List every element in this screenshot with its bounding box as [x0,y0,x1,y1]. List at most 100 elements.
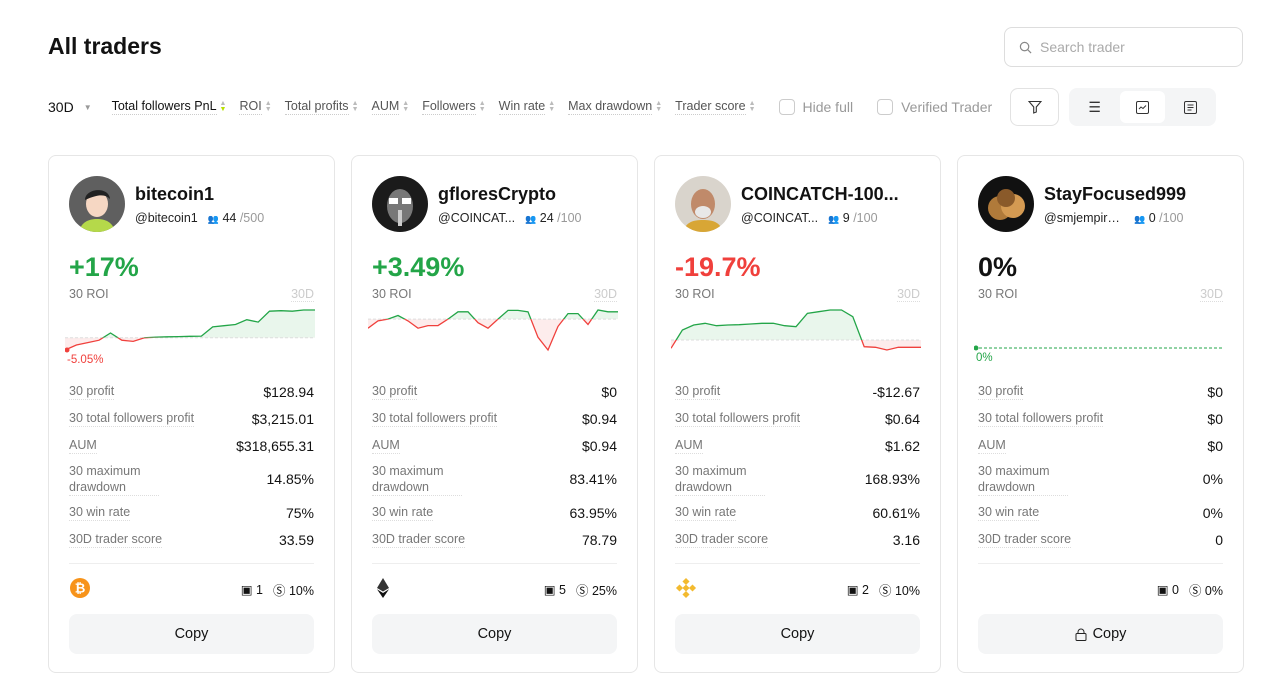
stat-row: 30 total followers profit $3,215.01 [69,405,314,432]
sort-1[interactable]: ROI ▲ ▼ [239,99,272,115]
stat-label: 30 maximum drawdown [675,463,765,496]
roi-sparkline: -5.05% [65,304,315,366]
sort-6[interactable]: Max drawdown ▲ ▼ [568,99,662,115]
trader-handle: @COINCAT... [438,210,516,225]
caret-down-icon: ▼ [83,102,92,112]
avatar[interactable] [372,176,428,232]
roi-label: 30 ROI [69,287,109,301]
stat-row: 30 total followers profit $0.94 [372,405,617,432]
view-toggle: ☰ [1069,88,1217,126]
sort-label: Followers [422,99,476,115]
filter-icon [1027,100,1042,114]
roi-label: 30 ROI [978,287,1018,301]
min-point [65,347,70,353]
trader-name[interactable]: StayFocused999 [1044,183,1187,204]
stat-row: AUM $318,655.31 [69,432,314,459]
stat-value: $0.94 [581,437,617,454]
followers-count: 👥 44 /500 [208,211,264,225]
trader-name[interactable]: bitecoin1 [135,183,215,204]
avatar[interactable] [978,176,1034,232]
users-icon: 👥 [207,213,219,224]
card-view-button[interactable] [1168,91,1213,123]
copy-button[interactable]: Copy [675,614,920,654]
stat-label: AUM [978,438,1006,454]
copy-label: Copy [174,626,209,642]
orders-value: 2 [862,582,869,597]
followers-value: 9 [842,210,850,225]
list-icon: ☰ [1088,98,1101,115]
hide-full-label: Hide full [802,99,854,115]
sort-arrows-icon: ▲ ▼ [351,100,359,113]
roi-line-positive [384,309,618,320]
stat-value: -$12.67 [872,383,920,400]
sort-3[interactable]: AUM ▲ ▼ [371,99,409,115]
period-label: 30D [1200,287,1223,302]
trader-card[interactable]: gfloresCrypto @COINCAT... 👥 24 /100 +3.4… [351,155,638,673]
trader-card[interactable]: StayFocused999 @smjempire... 👥 0 /100 0%… [957,155,1244,673]
followers-count: 👥 0 /100 [1134,211,1183,225]
roi-sparkline [671,304,921,366]
followers-max: /100 [1159,210,1184,225]
stat-value: 63.95% [569,504,617,521]
trader-card[interactable]: COINCATCH-100... @COINCAT... 👥 9 /100 -1… [654,155,941,673]
checkbox-box [877,99,894,115]
negative-area [671,340,921,350]
followers-count: 👥 9 /100 [828,211,877,225]
list-view-button[interactable]: ☰ [1072,91,1117,123]
stat-label: 30D trader score [69,532,163,548]
min-roi-label: 0% [976,352,993,364]
sort-7[interactable]: Trader score ▲ ▼ [675,99,756,115]
sort-label: Win rate [498,99,546,115]
orders-count: ▣ 1 [240,582,263,597]
roi-value: +3.49% [372,252,465,282]
hide-full-checkbox[interactable]: Hide full [778,99,854,115]
stat-row: AUM $0 [978,432,1223,459]
chart-view-button[interactable] [1120,91,1166,123]
stat-label: AUM [675,438,703,454]
orders-count: ▣ 2 [846,582,869,597]
stat-value: 3.16 [892,531,920,548]
min-roi-label: -5.05% [67,354,104,366]
sort-5[interactable]: Win rate ▲ ▼ [498,99,555,115]
search-input[interactable]: Search trader [1004,27,1243,67]
negative-area [368,319,618,350]
stat-row: 30 win rate 0% [978,499,1223,526]
avatar[interactable] [675,176,731,232]
stat-label: 30 win rate [978,505,1040,521]
followers-max: /500 [239,210,265,225]
sort-4[interactable]: Followers ▲ ▼ [422,99,486,115]
stat-row: 30D trader score 0 [978,526,1223,553]
verified-trader-checkbox[interactable]: Verified Trader [877,99,992,115]
filter-button[interactable] [1010,88,1060,126]
trader-name[interactable]: gfloresCrypto [438,183,557,204]
avatar[interactable] [69,176,125,232]
min-point [974,345,979,351]
stat-row: AUM $1.62 [675,432,920,459]
sort-arrows-icon: ▲ ▼ [748,100,756,113]
followers-value: 44 [222,210,237,225]
sort-label: Trader score [675,99,746,115]
stat-value: $0 [1207,410,1223,427]
stat-label: 30 total followers profit [978,411,1104,427]
copy-button[interactable]: Copy [69,614,314,654]
share-value: 10% [894,583,920,598]
stat-label: AUM [69,438,97,454]
stat-row: 30 maximum drawdown 83.41% [372,459,617,499]
trader-name[interactable]: COINCATCH-100... [741,183,899,204]
period-select[interactable]: 30D ▼ [48,99,92,115]
copy-button[interactable]: Copy [372,614,617,654]
sort-2[interactable]: Total profits ▲ ▼ [284,99,359,115]
trader-card[interactable]: bitecoin1 @bitecoin1 👥 44 /500 +17% 30 R… [48,155,335,673]
sort-0[interactable]: Total followers PnL ▲ ▼ [111,99,226,115]
stat-label: 30D trader score [675,532,769,548]
share-value: 10% [288,583,314,598]
bnb-coin-icon [675,577,697,602]
stat-value: 0% [1202,471,1223,487]
copy-button[interactable]: Copy [978,614,1223,654]
stat-label: 30 total followers profit [675,411,801,427]
filter-bar: 30D ▼ Total followers PnL ▲ ▼ ROI ▲ ▼ Total pro… [48,88,1217,126]
roi-sparkline: 0% [974,304,1224,366]
stat-row: 30 profit -$12.67 [675,378,920,405]
stat-value: 0 [1215,531,1223,548]
copy-label: Copy [780,626,815,642]
